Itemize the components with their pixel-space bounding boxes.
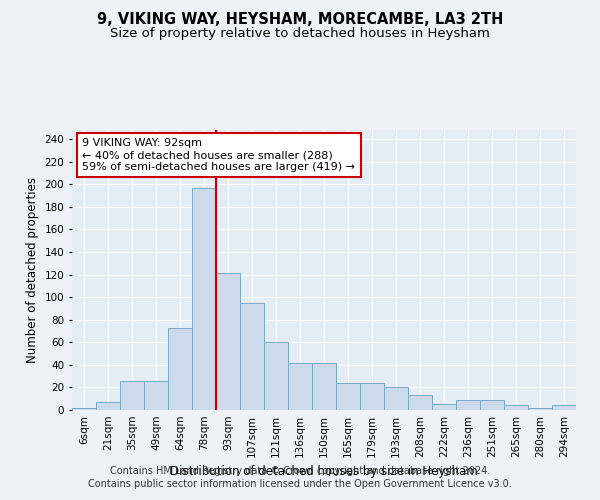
- Bar: [336, 383, 360, 410]
- Bar: [216, 274, 240, 410]
- Text: 9 VIKING WAY: 92sqm
← 40% of detached houses are smaller (288)
59% of semi-detac: 9 VIKING WAY: 92sqm ← 40% of detached ho…: [82, 138, 355, 172]
- Bar: [312, 362, 336, 410]
- Bar: [168, 328, 192, 410]
- Bar: [240, 302, 264, 410]
- Bar: [120, 380, 144, 410]
- Text: 9, VIKING WAY, HEYSHAM, MORECAMBE, LA3 2TH: 9, VIKING WAY, HEYSHAM, MORECAMBE, LA3 2…: [97, 12, 503, 28]
- Bar: [192, 188, 216, 410]
- Bar: [432, 404, 456, 410]
- Bar: [504, 406, 528, 410]
- Bar: [264, 342, 288, 410]
- Bar: [96, 402, 120, 410]
- Bar: [384, 388, 408, 410]
- Y-axis label: Number of detached properties: Number of detached properties: [26, 177, 39, 363]
- Bar: [72, 408, 96, 410]
- Bar: [144, 380, 168, 410]
- Text: Contains HM Land Registry data © Crown copyright and database right 2024.: Contains HM Land Registry data © Crown c…: [110, 466, 490, 476]
- Bar: [456, 400, 480, 410]
- Bar: [528, 408, 552, 410]
- Text: Contains public sector information licensed under the Open Government Licence v3: Contains public sector information licen…: [88, 479, 512, 489]
- Bar: [480, 400, 504, 410]
- Bar: [360, 383, 384, 410]
- Bar: [408, 396, 432, 410]
- Bar: [288, 362, 312, 410]
- Bar: [552, 406, 576, 410]
- X-axis label: Distribution of detached houses by size in Heysham: Distribution of detached houses by size …: [170, 466, 478, 478]
- Text: Size of property relative to detached houses in Heysham: Size of property relative to detached ho…: [110, 28, 490, 40]
